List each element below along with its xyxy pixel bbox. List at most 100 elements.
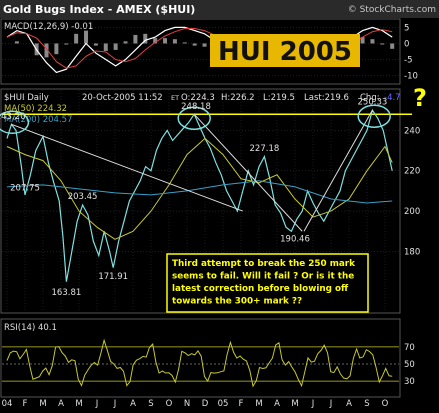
peak-circle	[357, 104, 391, 128]
macd-tick-label: 0	[404, 39, 409, 49]
price-tick-label: 220	[404, 167, 420, 177]
macd-histogram-bar	[202, 43, 207, 47]
annotation-line: seems to fail. Will it fail ? Or is it t…	[172, 272, 354, 282]
annotation-line: latest correction before blowing off	[172, 284, 349, 294]
x-tick-label: F	[23, 399, 28, 409]
macd-histogram-bar	[370, 39, 375, 44]
x-tick-label: F	[239, 399, 244, 409]
macd-label: MACD(12,26,9) -0.01	[4, 22, 93, 32]
macd-histogram-bar	[84, 30, 89, 44]
price-tick-label: 240	[404, 126, 420, 136]
last-value: Last:219.6	[304, 93, 349, 103]
ma50-label: MA(50) 224.32	[4, 104, 67, 114]
macd-histogram-bar	[103, 43, 108, 51]
price-tick-label: 200	[404, 207, 420, 217]
x-tick-label: 05	[218, 399, 229, 409]
x-tick-label: J	[113, 399, 117, 409]
rsi-line	[6, 338, 393, 388]
peak-label: 163.81	[52, 288, 82, 298]
price-y-axis: 240 220 200 180	[404, 126, 420, 257]
peak-circle	[0, 110, 30, 135]
macd-histogram-bar	[192, 43, 197, 46]
x-tick-label: 04	[2, 399, 13, 409]
high-value: H:226.2	[221, 93, 255, 103]
peak-label: 248.18	[181, 102, 211, 112]
x-tick-label: M	[291, 399, 298, 409]
x-tick-label: M	[39, 399, 46, 409]
macd-histogram-bar	[172, 39, 177, 44]
macd-histogram-bar	[133, 34, 138, 44]
price-plot	[0, 104, 412, 282]
macd-histogram-bar	[143, 33, 148, 44]
x-tick-label: A	[58, 399, 64, 409]
macd-tick-label: 5	[404, 23, 409, 33]
rsi-panel	[0, 318, 401, 398]
rsi-tick-label: 30	[404, 377, 415, 387]
x-tick-label: A	[130, 399, 136, 409]
peak-label: 250.33	[358, 98, 388, 108]
macd-histogram-bar	[390, 43, 395, 49]
badge-box	[210, 34, 360, 67]
change-label: Chg:	[360, 93, 380, 103]
x-tick-label: A	[274, 399, 280, 409]
peak-label: 171.91	[98, 272, 128, 282]
macd-histogram-bar	[44, 43, 49, 58]
macd-histogram-bar	[153, 38, 158, 44]
peak-label: 227.18	[250, 144, 280, 154]
chart-title: Gold Bugs Index - AMEX ($HUI)	[3, 3, 195, 16]
x-tick-label: J	[95, 399, 99, 409]
trend-line	[11, 123, 243, 212]
ma200-label: MA(200) 204.57	[4, 115, 72, 125]
macd-histogram-bar	[64, 43, 69, 45]
peak-label: 207.75	[10, 183, 40, 193]
macd-histogram-bar	[380, 43, 385, 45]
annotation-line: towards the 300+ mark ??	[172, 297, 302, 307]
x-tick-label: J	[329, 399, 333, 409]
badge-text: HUI 2005	[218, 37, 352, 67]
macd-histogram-bar	[14, 41, 19, 44]
annotation-text: Third attempt to break the 250 mark seems…	[172, 259, 356, 307]
peak-label: 190.46	[280, 234, 310, 244]
macd-tick-label: -10	[404, 72, 418, 82]
rsi-plot	[2, 338, 399, 388]
price-tick-label: 180	[404, 247, 420, 257]
x-tick-label: D	[202, 399, 209, 409]
rsi-tick-label: 70	[404, 343, 415, 353]
x-tick-label: M	[255, 399, 262, 409]
rsi-y-axis: 70 50 30	[404, 343, 415, 387]
x-axis: 04 F M A M J J A S O N D 05 F M A M J J A S O	[2, 399, 389, 409]
macd-histogram-bar	[54, 43, 59, 55]
ma50-line	[6, 137, 393, 240]
x-tick-label: J	[311, 399, 315, 409]
annotation-line: Third attempt to break the 250 mark	[172, 259, 356, 269]
x-tick-label: M	[75, 399, 82, 409]
macd-y-axis: 5 0 -5 -10	[404, 23, 418, 81]
ma200-line	[6, 180, 393, 204]
copyright: © StockCharts.com	[348, 5, 436, 15]
macd-tick-label: -5	[404, 56, 412, 66]
header-bar	[0, 0, 439, 18]
change-value: -4.7	[384, 93, 401, 103]
peak-label: 203.45	[68, 192, 98, 202]
x-tick-label: O	[382, 399, 389, 409]
trend-line	[303, 109, 373, 232]
trend-line	[193, 113, 303, 232]
peak-label: 243.20	[0, 112, 25, 122]
peak-circle	[177, 106, 211, 131]
x-tick-label: A	[346, 399, 352, 409]
low-value: L:219.5	[263, 93, 295, 103]
et-label: ET	[171, 94, 179, 102]
macd-histogram-bar	[113, 43, 118, 50]
macd-histogram-bar	[74, 33, 79, 44]
macd-histogram-bar	[93, 43, 98, 46]
rsi-tick-label: 50	[404, 360, 415, 370]
macd-histogram-bar	[163, 38, 168, 44]
annotation-box	[166, 253, 369, 313]
date-time: 20-Oct-2005 11:52	[82, 93, 163, 103]
peak-labels: 243.20 207.75 163.81 203.45 171.91 248.18 227.…	[0, 98, 387, 299]
x-tick-label: O	[166, 399, 173, 409]
macd-histogram-bar	[182, 42, 187, 44]
rsi-label: RSI(14) 40.1	[4, 323, 57, 333]
